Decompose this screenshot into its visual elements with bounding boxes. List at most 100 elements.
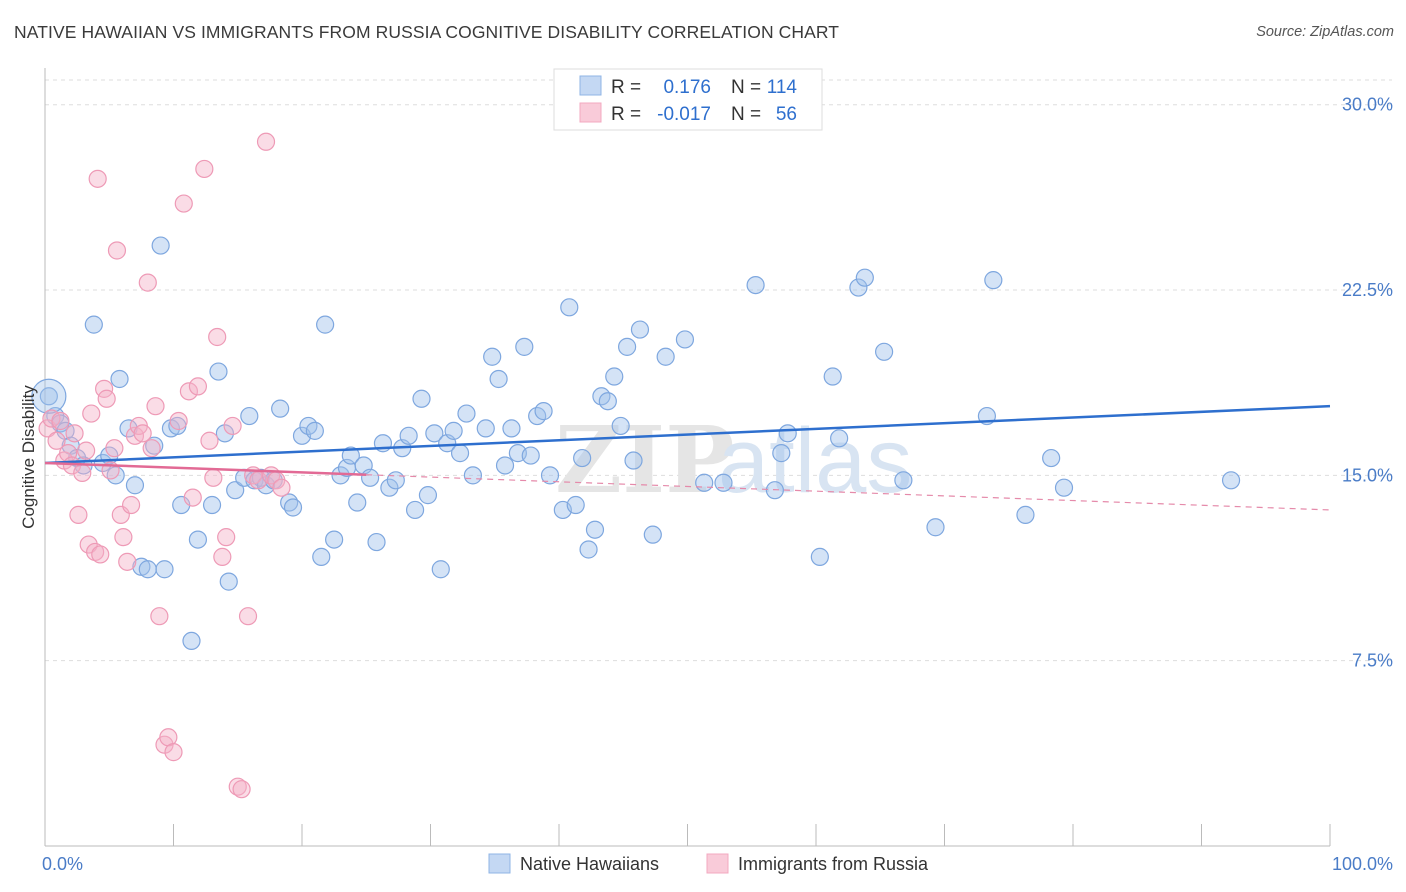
point-0-80 <box>573 448 592 468</box>
point-0-109 <box>1016 505 1035 524</box>
point-1-19 <box>105 439 124 458</box>
bottom-legend-swatch-pink <box>706 853 729 874</box>
point-0-8 <box>93 453 112 473</box>
point-1-40 <box>195 159 214 179</box>
point-1-55 <box>272 478 291 497</box>
point-0-55 <box>399 426 418 445</box>
point-0-76 <box>540 466 560 485</box>
bottom-legend-swatch-blue <box>488 853 511 874</box>
grid-lines <box>45 79 1392 662</box>
point-1-12 <box>82 404 101 423</box>
trend-line-immigrants-from-russia <box>44 461 367 476</box>
point-1-23 <box>118 552 137 571</box>
point-0-72 <box>515 337 534 356</box>
point-0-22 <box>182 631 201 651</box>
y-tick-labels: 7.5% 15.0% 22.5% 30.0% <box>1342 95 1393 671</box>
point-0-105 <box>894 471 913 490</box>
point-0-84 <box>598 392 617 411</box>
point-0-95 <box>746 275 765 295</box>
chart-source: Source: ZipAtlas.com <box>1256 24 1394 40</box>
point-0-28 <box>226 481 245 500</box>
point-1-43 <box>208 327 227 347</box>
y-axis-label: Cognitive Disability <box>19 385 38 529</box>
point-1-28 <box>138 273 157 292</box>
point-1-42 <box>204 468 223 487</box>
point-0-86 <box>611 416 630 436</box>
point-0-62 <box>444 421 463 440</box>
point-0-41 <box>312 547 331 566</box>
point-1-7 <box>65 424 84 443</box>
point-0-106 <box>926 518 945 537</box>
point-0-67 <box>483 347 502 366</box>
point-0-68 <box>489 369 508 389</box>
point-0-102 <box>849 278 868 297</box>
axes <box>44 68 1331 847</box>
point-0-23 <box>188 530 208 549</box>
point-0-60 <box>431 560 450 579</box>
point-0-65 <box>463 466 483 485</box>
point-1-49 <box>238 607 258 626</box>
point-0-70 <box>502 419 521 438</box>
point-0-25 <box>209 362 228 381</box>
point-0-69 <box>495 456 515 475</box>
point-large-native-hawaiians <box>31 378 67 414</box>
point-0-13 <box>125 476 145 495</box>
y-tick-label-1: 15.0% <box>1342 465 1393 485</box>
point-0-43 <box>325 530 344 549</box>
point-0-35 <box>271 399 290 418</box>
point-1-44 <box>213 547 232 566</box>
trend-line-immigrants-from-russia-dashed <box>366 474 1331 511</box>
point-1-14 <box>88 169 107 188</box>
point-1-48 <box>232 780 251 799</box>
point-0-90 <box>643 525 662 544</box>
point-0-94 <box>714 473 733 492</box>
watermark: ZIP atlas <box>555 406 912 514</box>
point-0-97 <box>772 444 791 463</box>
point-0-46 <box>341 446 360 465</box>
point-0-59 <box>425 424 444 443</box>
point-1-45 <box>217 528 236 547</box>
bottom-legend-label-pink: Immigrants from Russia <box>738 854 929 874</box>
point-0-7 <box>84 315 103 334</box>
bottom-legend-label-blue: Native Hawaiians <box>520 854 659 874</box>
point-0-53 <box>386 471 405 490</box>
point-1-35 <box>169 411 188 431</box>
point-1-27 <box>133 424 152 443</box>
point-1-22 <box>114 528 133 547</box>
trend-line-native-hawaiians <box>44 404 1331 465</box>
point-0-112 <box>1221 471 1241 490</box>
point-0-89 <box>630 320 650 339</box>
x-tick-label-max: 100.0% <box>1332 854 1393 874</box>
legend-swatch-blue <box>579 75 602 96</box>
point-1-37 <box>179 382 199 401</box>
point-0-98 <box>778 424 797 443</box>
point-0-111 <box>1054 478 1074 497</box>
point-1-46 <box>223 416 242 436</box>
point-1-2 <box>47 431 66 450</box>
point-0-85 <box>605 367 624 386</box>
point-0-11 <box>110 369 129 389</box>
legend-n-value-blue: 114 <box>767 77 798 98</box>
series-native-hawaiians <box>31 236 1241 651</box>
point-0-0 <box>39 387 58 406</box>
point-0-49 <box>361 468 380 487</box>
point-0-24 <box>202 495 222 515</box>
point-0-17 <box>151 236 170 255</box>
point-0-78 <box>560 298 579 317</box>
point-0-26 <box>215 424 234 443</box>
point-0-81 <box>579 540 598 559</box>
point-1-34 <box>164 743 183 762</box>
point-0-50 <box>367 532 386 552</box>
point-0-10 <box>106 466 125 485</box>
point-0-47 <box>348 493 367 512</box>
point-0-75 <box>534 402 553 421</box>
point-0-79 <box>566 495 585 515</box>
point-0-37 <box>283 498 303 517</box>
point-0-88 <box>624 451 643 470</box>
x-tick-labels: 0.0% 100.0% <box>42 854 1393 874</box>
point-0-103 <box>855 268 874 287</box>
x-tick-label-min: 0.0% <box>42 854 83 874</box>
point-1-20 <box>107 241 127 260</box>
point-0-58 <box>418 486 438 505</box>
